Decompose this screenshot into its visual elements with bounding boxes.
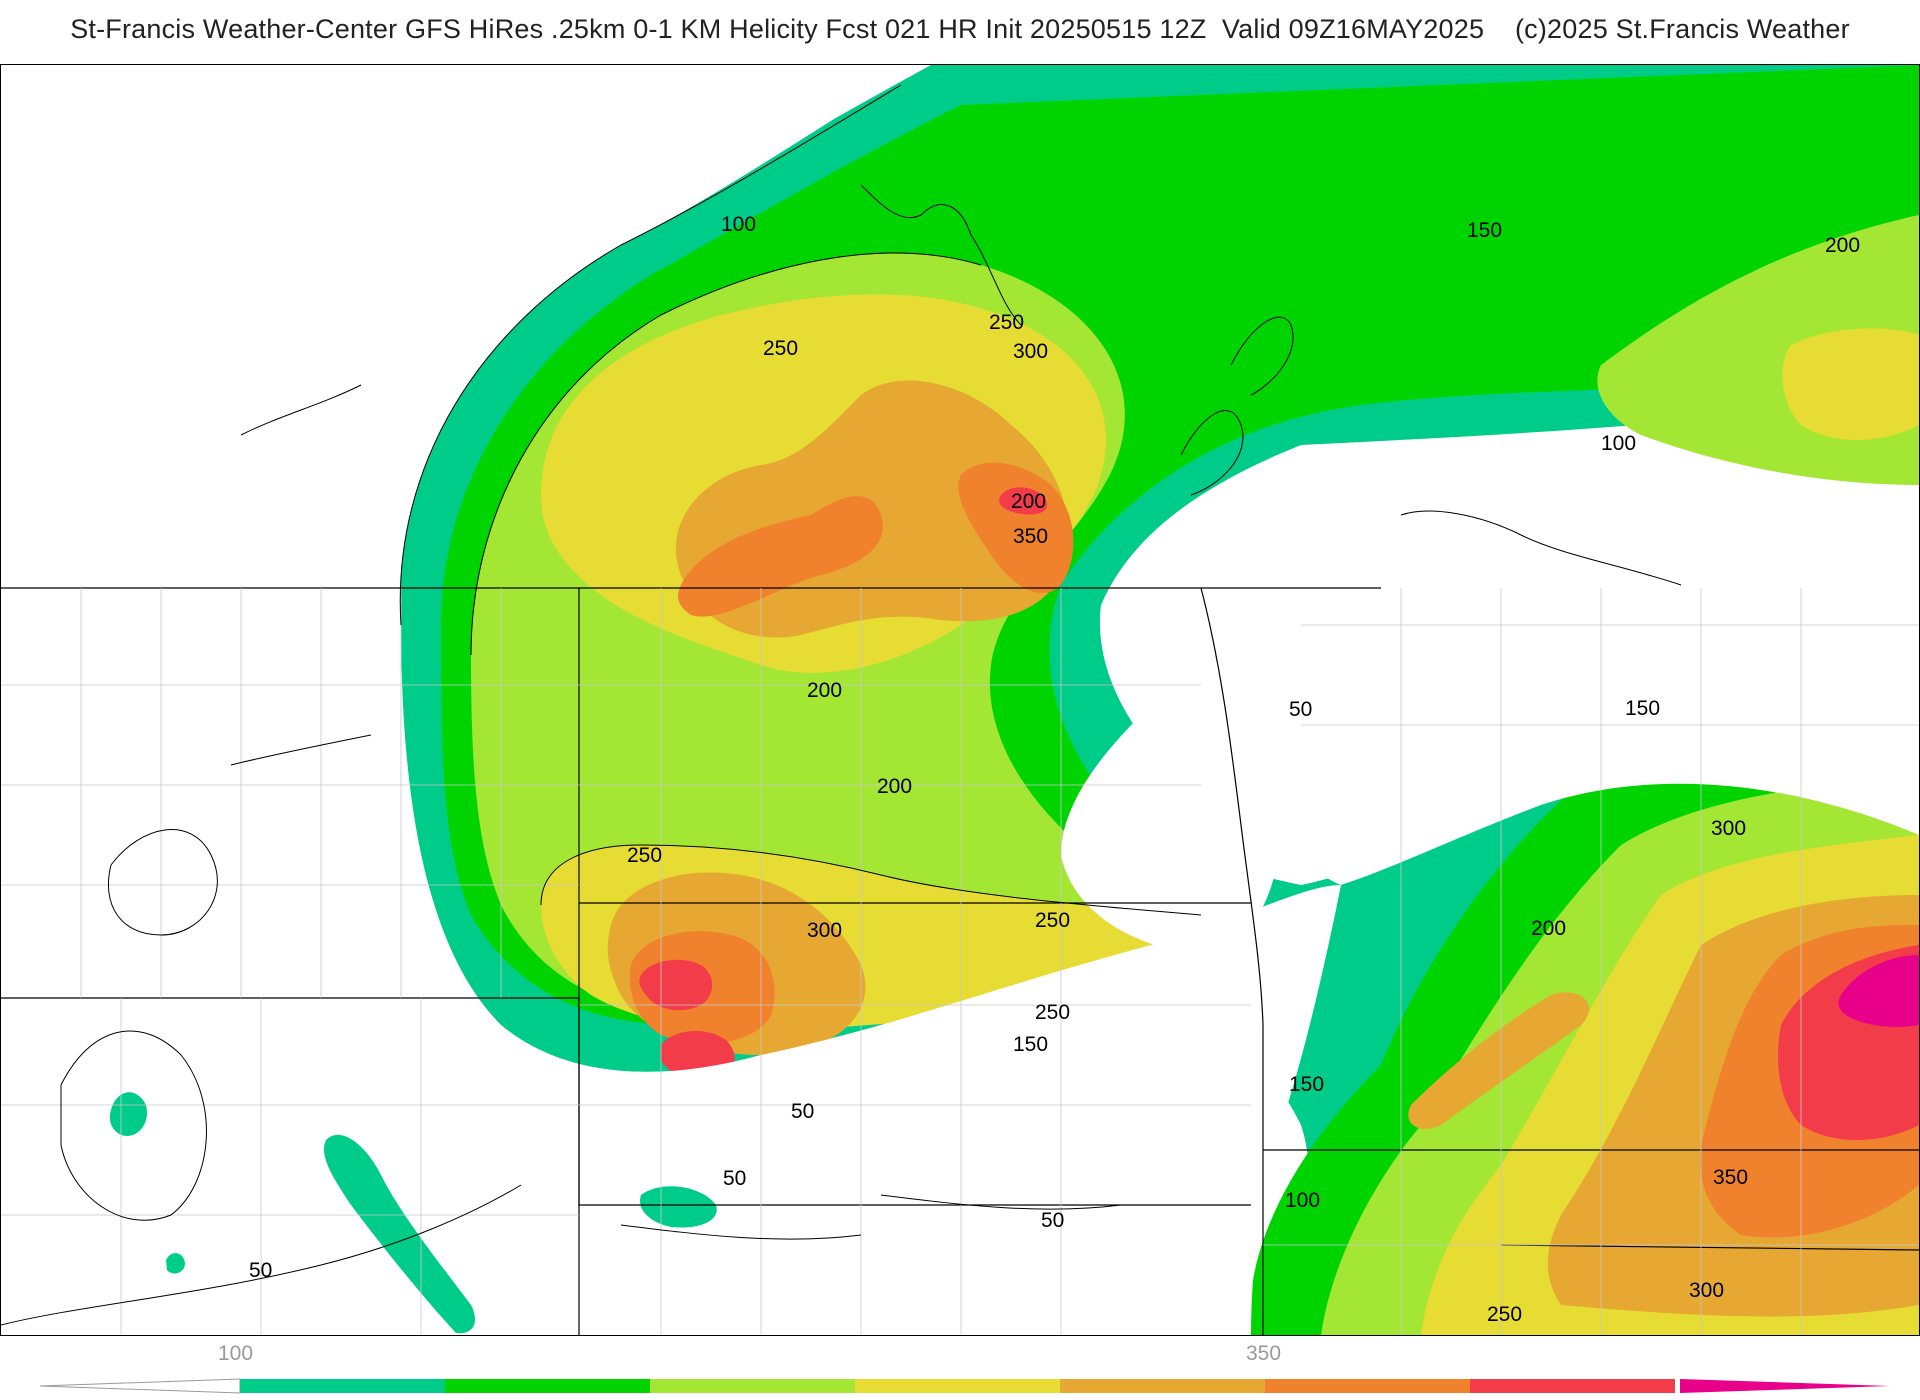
west-spot-1 <box>109 1092 147 1136</box>
contour-label: 150 <box>1467 219 1502 242</box>
colorbar-segment <box>855 1379 1060 1393</box>
map-panel[interactable]: 100 150 200 250 300 350 250 200 200 250 … <box>0 64 1920 1336</box>
contour-label: 50 <box>249 1259 272 1282</box>
contour-350-north <box>678 496 883 617</box>
colorbar-low-arrow <box>39 1378 241 1394</box>
colorbar-segment <box>445 1379 650 1393</box>
colorbar-high-arrow <box>1680 1379 1890 1393</box>
contour-label: 50 <box>723 1167 746 1190</box>
contour-labels: 100 150 200 250 300 350 250 200 200 250 … <box>249 213 1860 1326</box>
contour-label: 100 <box>1601 432 1636 455</box>
contour-label: 50 <box>791 1100 814 1123</box>
contour-label: 150 <box>1625 697 1660 720</box>
contour-label: 300 <box>807 919 842 942</box>
contour-450-east <box>1838 955 1919 1027</box>
contour-label: 300 <box>1689 1279 1724 1302</box>
contour-label: 200 <box>807 679 842 702</box>
contour-400-south <box>639 959 713 1011</box>
contour-label: 250 <box>989 311 1024 334</box>
contour-label: 150 <box>1013 1033 1048 1056</box>
colorbar-segment <box>1060 1379 1265 1393</box>
color-scale-bar <box>39 1378 1890 1394</box>
contour-label: 150 <box>1289 1073 1324 1096</box>
contour-label: 250 <box>1487 1303 1522 1326</box>
contour-label: 300 <box>1711 817 1746 840</box>
coastlines <box>230 184 1682 766</box>
contour-label: 250 <box>627 844 662 867</box>
colorbar-segment <box>1470 1379 1675 1393</box>
contour-350-north2 <box>958 462 1074 594</box>
legend-tick-label: 100 <box>218 1342 254 1365</box>
south-spot <box>640 1186 717 1228</box>
contour-label: 100 <box>721 213 756 236</box>
contour-250-ne <box>1782 328 1919 440</box>
contour-label: 200 <box>1825 234 1860 257</box>
contour-label: 200 <box>1011 490 1046 513</box>
contour-label: 250 <box>763 337 798 360</box>
contour-400-north <box>999 487 1047 515</box>
west-band <box>323 1134 476 1334</box>
low-helicity-area-east <box>1242 505 1919 885</box>
colorbar-segment <box>240 1379 445 1393</box>
contour-300-diag <box>1408 992 1590 1129</box>
contour-label: 350 <box>1713 1166 1748 1189</box>
low-helicity-area <box>1061 657 1322 955</box>
colorbar-segment <box>650 1379 855 1393</box>
contour-label: 250 <box>1035 909 1070 932</box>
map-title: St-Francis Weather-Center GFS HiRes .25k… <box>70 14 1850 44</box>
county-lines <box>1 588 1919 1335</box>
contour-label: 50 <box>1041 1209 1064 1232</box>
contour-label: 250 <box>1035 1001 1070 1024</box>
contour-label: 350 <box>1013 525 1048 548</box>
west-spot-2 <box>166 1253 185 1274</box>
state-boundaries <box>1 587 1919 1335</box>
legend-tick-label: 350 <box>1246 1342 1282 1365</box>
colorbar-segments <box>240 1379 1675 1393</box>
west-open-area <box>1 65 1341 1335</box>
contour-label: 100 <box>1285 1189 1320 1212</box>
helicity-map: 100 150 200 250 300 350 250 200 200 250 … <box>1 65 1919 1335</box>
contour-label: 200 <box>877 775 912 798</box>
contour-label: 200 <box>1531 917 1566 940</box>
colorbar-segment <box>1265 1379 1470 1393</box>
contour-label: 300 <box>1013 340 1048 363</box>
contour-label: 50 <box>1289 698 1312 721</box>
contour-lines <box>1 84 1202 1326</box>
filled-contours <box>1 65 1919 1335</box>
